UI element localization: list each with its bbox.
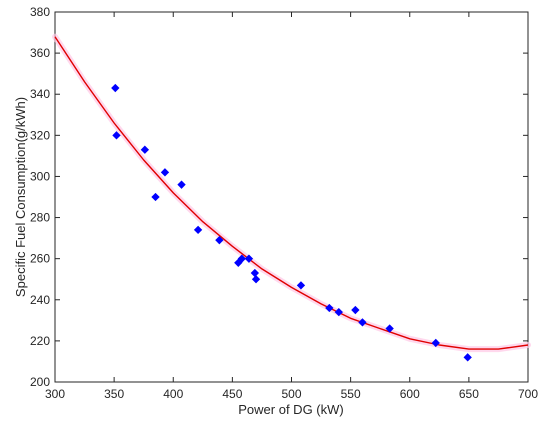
data-point [140, 145, 150, 154]
fit-curve [54, 36, 529, 350]
y-tick-label: 240 [30, 293, 50, 307]
y-tick-label: 360 [30, 46, 50, 60]
data-point [215, 236, 224, 245]
data-point [177, 180, 186, 189]
data-point [325, 303, 334, 313]
x-tick-label: 300 [45, 387, 65, 401]
x-tick-label: 400 [163, 387, 183, 401]
x-tick-label: 450 [222, 387, 242, 401]
plot-area [54, 11, 529, 383]
y-tick-label: 380 [30, 5, 50, 19]
x-tick-label: 600 [400, 387, 420, 401]
y-tick-label: 200 [30, 375, 50, 389]
data-point [151, 192, 160, 202]
y-tick-label: 300 [30, 169, 50, 183]
y-tick-label: 280 [30, 211, 50, 225]
data-point [244, 254, 254, 263]
data-point [160, 168, 170, 177]
y-tick-label: 320 [30, 128, 50, 142]
data-point [251, 275, 261, 284]
data-point [296, 281, 306, 290]
data-point [193, 225, 203, 235]
data-point [463, 353, 472, 362]
data-point [111, 83, 120, 93]
x-tick-label: 350 [104, 387, 124, 401]
data-point [334, 307, 343, 317]
y-axis-title: Specific Fuel Consumption(g/kWh) [13, 97, 28, 297]
x-tick-label: 550 [341, 387, 361, 401]
scatter-points-layer [111, 83, 472, 362]
data-point [237, 254, 247, 263]
y-tick-label: 260 [30, 252, 50, 266]
x-tick-label: 650 [459, 387, 479, 401]
data-point [351, 305, 360, 315]
y-tick-label: 340 [30, 87, 50, 101]
x-tick-label: 500 [281, 387, 301, 401]
fit-curve-layer [52, 33, 531, 353]
y-tick-label: 220 [30, 334, 50, 348]
x-tick-label: 700 [518, 387, 538, 401]
x-axis-title: Power of DG (kW) [238, 402, 343, 417]
data-point [358, 318, 367, 327]
data-point [385, 324, 394, 333]
data-point [112, 131, 121, 140]
axis-ticks: 300 350 400 450 500 550 600 650 700 200 220 240 260 2… [30, 5, 538, 401]
data-point [431, 338, 440, 348]
